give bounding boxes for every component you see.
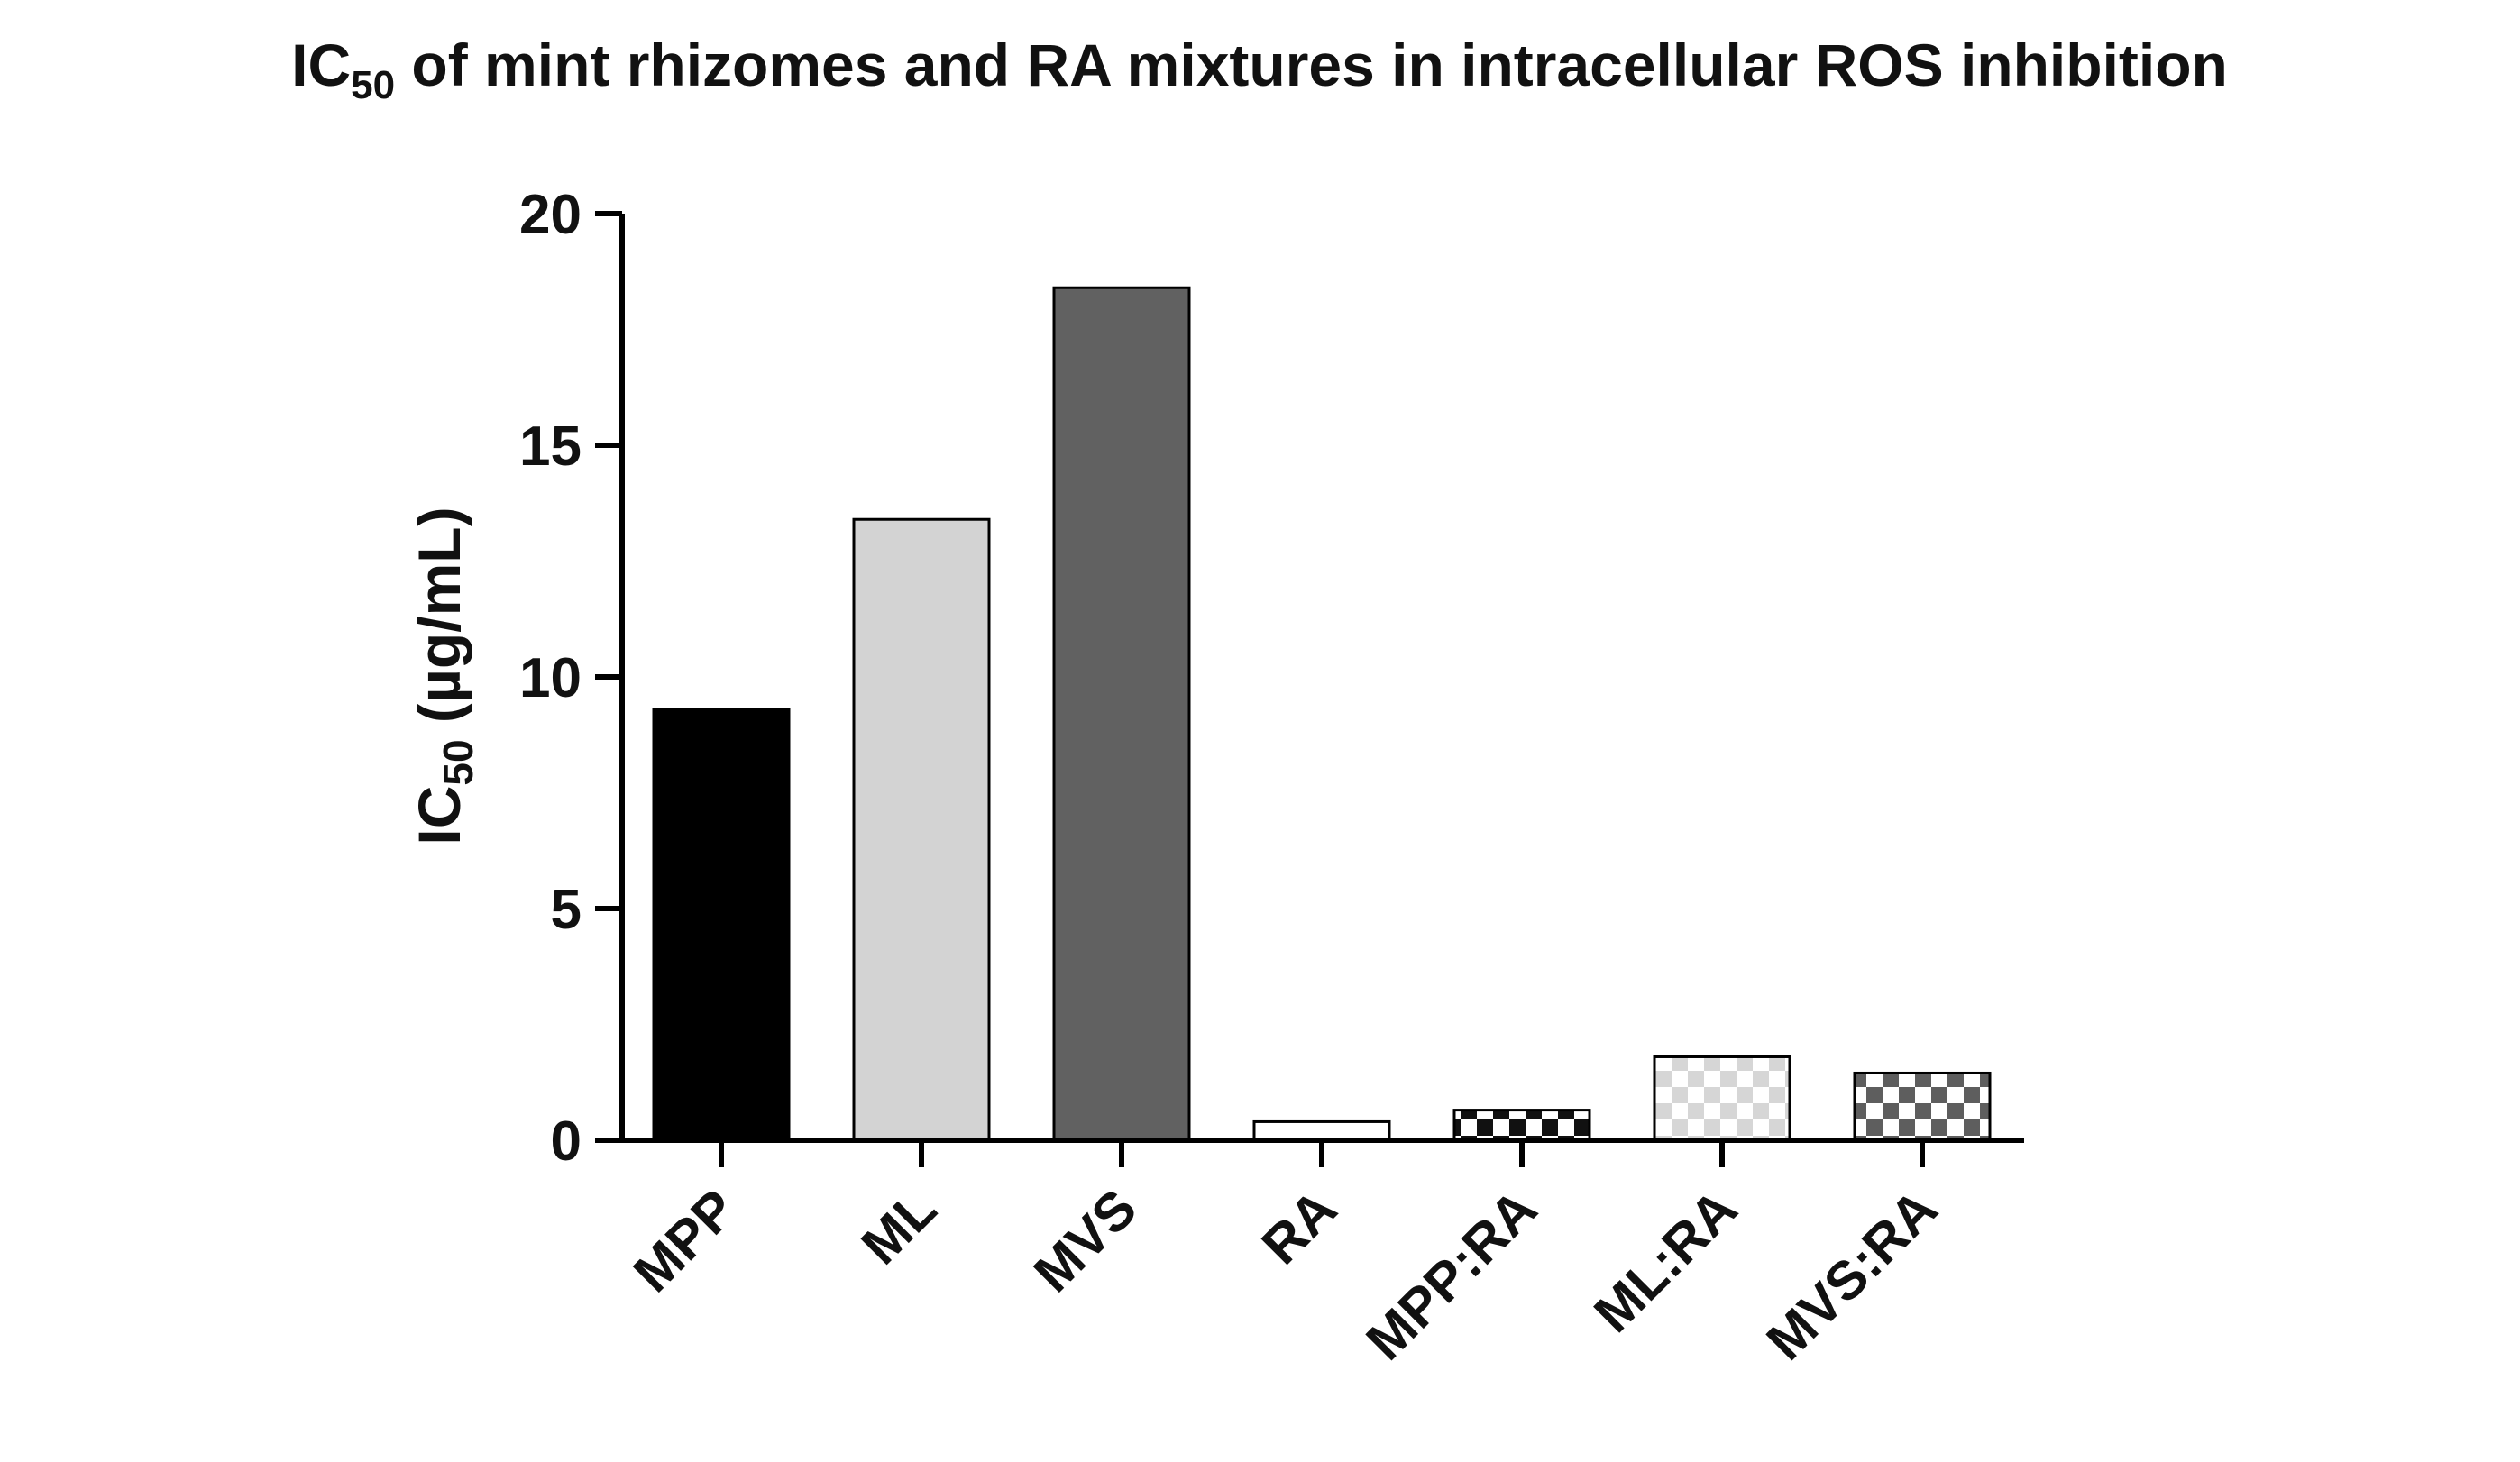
- y-tick-label: 5: [551, 879, 582, 941]
- x-ticks: MPP ML MVS RA MPP:RA ML:RA MVS:RA: [622, 1140, 1948, 1372]
- bar-ra: [1252, 1119, 1391, 1142]
- bar-mpp: [652, 708, 791, 1142]
- bar-mvs-ra: [1853, 1071, 1992, 1142]
- x-tick-label: ML: [850, 1178, 948, 1276]
- chart-title-main: IC: [291, 32, 351, 98]
- x-tick-label: MVS:RA: [1755, 1178, 1948, 1372]
- y-axis-label-rest: (µg/mL): [406, 507, 472, 739]
- y-tick-label: 0: [551, 1110, 582, 1173]
- y-axis-label: IC50 (µg/mL): [406, 507, 481, 845]
- x-tick-label: MPP: [622, 1178, 747, 1303]
- bars: [652, 286, 1992, 1142]
- x-tick-label: ML:RA: [1582, 1178, 1748, 1344]
- axes: [619, 214, 2024, 1143]
- bar-mvs: [1052, 286, 1191, 1142]
- y-tick-label: 10: [519, 647, 582, 709]
- chart-title-rest: of mint rhizomes and RA mixtures in intr…: [395, 32, 2228, 98]
- y-tick-label: 20: [519, 184, 582, 246]
- x-tick-label: MVS: [1022, 1178, 1148, 1303]
- bar-ml-ra: [1653, 1055, 1791, 1142]
- bar-ml: [852, 517, 991, 1142]
- y-ticks: 0 5 10 15 20: [519, 184, 622, 1173]
- y-axis-label-main: IC: [406, 786, 472, 845]
- chart-title-subscript: 50: [351, 63, 395, 107]
- chart-title: IC50 of mint rhizomes and RA mixtures in…: [291, 32, 2228, 107]
- y-tick-label: 15: [519, 416, 582, 478]
- y-axis-label-subscript: 50: [435, 739, 481, 785]
- bar-mpp-ra: [1452, 1109, 1591, 1142]
- x-tick-label: RA: [1251, 1178, 1349, 1276]
- x-tick-label: MPP:RA: [1354, 1178, 1548, 1372]
